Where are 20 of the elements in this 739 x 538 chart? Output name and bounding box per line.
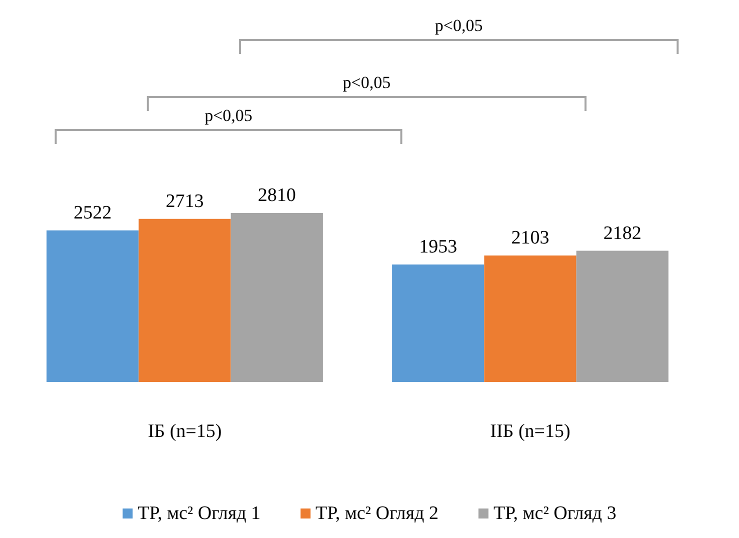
data-label: 1953 xyxy=(419,236,458,258)
bar xyxy=(576,250,668,382)
data-label: 2522 xyxy=(74,202,112,224)
x-tick-label: ІБ (n=15) xyxy=(148,421,222,442)
data-label: 2103 xyxy=(511,228,550,249)
bar xyxy=(392,264,484,382)
legend-label: ТР, мс² Огляд 2 xyxy=(316,503,438,524)
bar xyxy=(230,213,323,382)
data-label: 2713 xyxy=(166,190,204,212)
text: p<0,05 xyxy=(342,73,391,92)
legend-label: ТР, мс² Огляд 1 xyxy=(138,503,261,524)
bar xyxy=(138,218,231,382)
legend-label: ТР, мс² Огляд 3 xyxy=(493,503,616,524)
bar xyxy=(484,256,576,382)
bar xyxy=(46,230,139,382)
data-label: 2810 xyxy=(258,185,296,206)
data-label: 2182 xyxy=(603,222,642,244)
x-tick-label: ІІБ (n=15) xyxy=(490,421,570,442)
text: p<0,05 xyxy=(204,106,252,125)
text: p<0,05 xyxy=(434,16,483,35)
